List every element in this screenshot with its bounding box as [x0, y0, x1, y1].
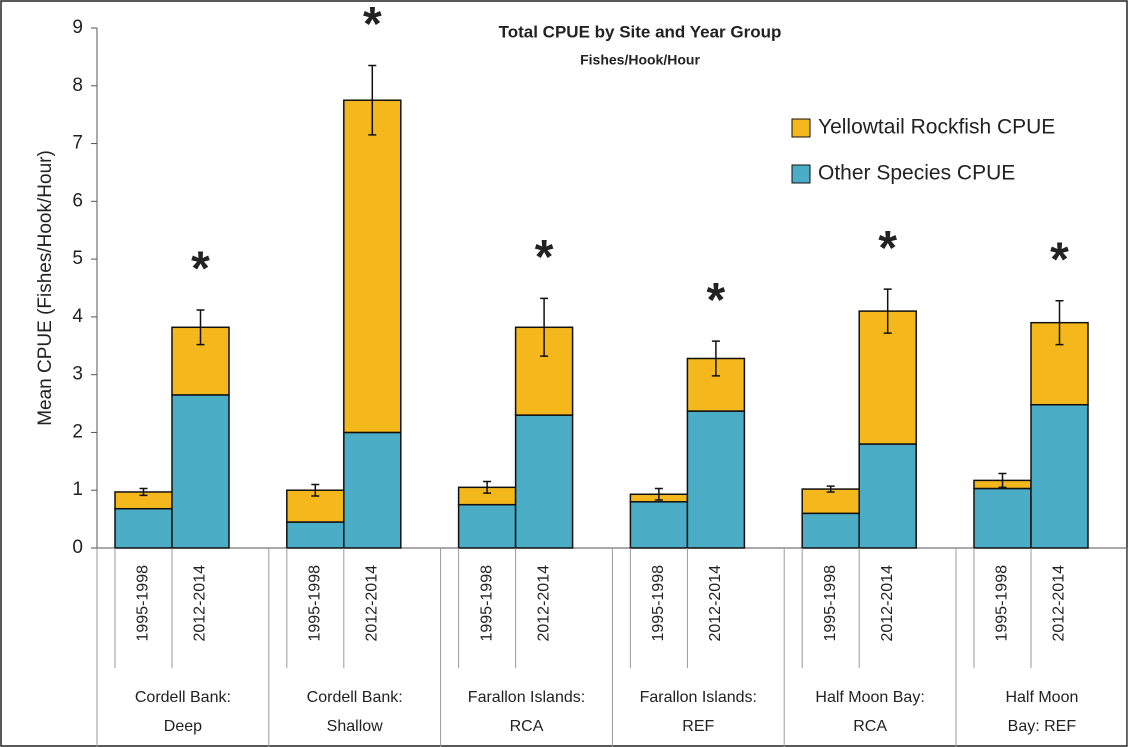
x-tick-label: 1995-1998 — [478, 565, 495, 642]
error-bar — [826, 485, 835, 493]
group-label: Farallon Islands: — [640, 689, 757, 706]
bar-segment — [114, 507, 173, 549]
x-tick-label: 1995-1998 — [650, 565, 667, 642]
error-bar — [483, 480, 492, 494]
bar-segment — [858, 443, 917, 549]
x-tick-label: 2012-2014 — [879, 565, 896, 642]
significance-marker: * — [878, 222, 897, 275]
group-label: Bay: REF — [1008, 718, 1077, 735]
x-tick-label: 2012-2014 — [192, 565, 209, 642]
y-tick-label: 7 — [72, 133, 83, 154]
bar-segment — [801, 512, 860, 549]
legend-label: Yellowtail Rockfish CPUE — [818, 116, 1055, 139]
x-tick-label: 1995-1998 — [307, 565, 324, 642]
y-tick-label: 6 — [72, 190, 83, 211]
y-tick-label: 3 — [72, 364, 83, 385]
y-tick-label: 0 — [72, 537, 83, 558]
group-label: Shallow — [327, 718, 383, 735]
error-bar — [654, 487, 663, 501]
bar-segment — [1030, 321, 1089, 406]
bar-segment — [286, 521, 345, 549]
bar-segment — [171, 394, 230, 549]
x-tick-label: 1995-1998 — [994, 565, 1011, 642]
bar-segment — [343, 431, 402, 549]
chart-title: Total CPUE by Site and Year Group — [499, 22, 782, 41]
legend-swatch — [791, 164, 811, 184]
group-label: Farallon Islands: — [468, 689, 585, 706]
group-label: REF — [682, 718, 714, 735]
significance-marker: * — [191, 243, 210, 296]
error-bar — [540, 297, 549, 357]
bar-segment — [343, 99, 402, 434]
significance-marker: * — [707, 274, 726, 327]
error-bar — [1055, 299, 1064, 346]
legend-swatch — [791, 118, 811, 138]
bar-segment — [686, 410, 746, 549]
chart-subtitle: Fishes/Hook/Hour — [580, 52, 700, 68]
y-tick-label: 5 — [72, 248, 83, 269]
significance-marker: * — [535, 231, 554, 284]
group-label: Cordell Bank: — [307, 689, 403, 706]
y-axis-label: Mean CPUE (Fishes/Hook/Hour) — [35, 150, 56, 426]
x-tick-label: 1995-1998 — [822, 565, 839, 642]
y-tick-label: 8 — [72, 75, 83, 96]
significance-marker: * — [363, 0, 382, 51]
y-tick-label: 4 — [72, 306, 83, 327]
error-bar — [711, 340, 720, 377]
error-bar — [139, 487, 148, 497]
y-tick-label: 2 — [72, 421, 83, 442]
group-label: Deep — [164, 718, 202, 735]
significance-marker: * — [1050, 233, 1069, 286]
y-tick-label: 9 — [72, 17, 83, 38]
x-tick-label: 2012-2014 — [1051, 565, 1068, 642]
x-tick-label: 2012-2014 — [707, 565, 724, 642]
error-bar — [883, 288, 892, 334]
x-tick-label: 2012-2014 — [535, 565, 552, 642]
group-label: Cordell Bank: — [135, 689, 231, 706]
group-label: RCA — [853, 718, 887, 735]
bar-segment — [514, 414, 574, 549]
group-label: RCA — [510, 718, 544, 735]
bar-segment — [973, 487, 1032, 549]
bar-segment — [1030, 403, 1089, 549]
bar-segment — [457, 503, 517, 549]
x-tick-label: 2012-2014 — [364, 565, 381, 642]
y-tick-label: 1 — [72, 479, 83, 500]
error-bar — [368, 64, 377, 136]
error-bar — [311, 483, 320, 497]
x-tick-label: 1995-1998 — [135, 565, 152, 642]
bar-segment — [629, 501, 689, 549]
error-bar — [998, 472, 1007, 489]
bar-segment — [801, 488, 860, 515]
group-label: Half Moon Bay: — [815, 689, 924, 706]
legend-label: Other Species CPUE — [818, 162, 1015, 185]
error-bar — [196, 309, 205, 346]
group-label: Half Moon — [1005, 689, 1078, 706]
